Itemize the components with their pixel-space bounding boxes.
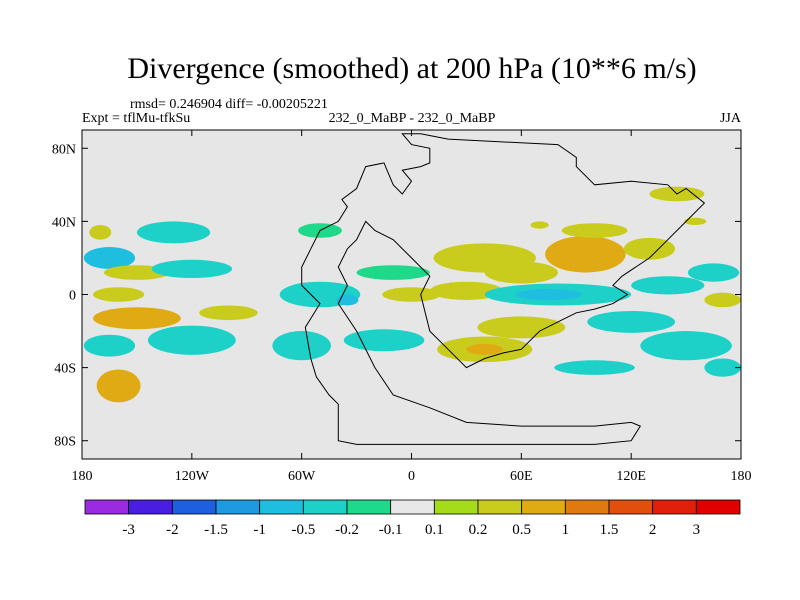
x-tick-label: 60E <box>510 469 533 484</box>
x-tick-label: 0 <box>408 469 415 484</box>
colorbar-label: 0.5 <box>512 522 531 538</box>
divergence-region <box>356 265 430 280</box>
y-tick-label: 80S <box>54 435 76 450</box>
colorbar-swatch <box>652 499 697 515</box>
y-axis: 80N 40N 0 40S 80S <box>52 142 741 450</box>
land-outline <box>301 133 706 445</box>
divergence-region <box>530 221 549 229</box>
divergence-region <box>89 225 112 240</box>
divergence-region <box>561 223 628 238</box>
divergence-region <box>631 276 705 295</box>
divergence-region <box>554 360 635 375</box>
colorbar-swatch <box>608 499 654 515</box>
divergence-region <box>147 325 236 355</box>
colorbar-swatch <box>346 499 392 515</box>
colorbar-label: -0.5 <box>291 522 315 538</box>
colorbar-swatch <box>390 499 435 515</box>
y-tick-label: 80N <box>52 142 76 157</box>
divergence-region <box>343 329 425 352</box>
divergence-region <box>704 358 741 377</box>
divergence-region <box>83 334 136 357</box>
divergence-region <box>704 292 741 308</box>
colorbar-swatch <box>477 499 523 515</box>
divergence-region <box>684 217 707 226</box>
experiment-label: Expt = tflMu-tfkSu <box>82 111 190 126</box>
divergence-region <box>477 316 566 339</box>
divergence-region <box>623 237 676 260</box>
colorbar-label: 1.5 <box>600 522 619 538</box>
divergence-region <box>199 305 258 321</box>
colorbar-label: -1.5 <box>204 522 228 538</box>
coastline <box>301 133 706 445</box>
divergence-region <box>382 287 441 302</box>
stats-label: rmsd= 0.246904 diff= -0.00205221 <box>130 97 328 112</box>
divergence-region <box>83 246 136 269</box>
divergence-region <box>151 259 233 279</box>
divergence-region <box>429 281 504 300</box>
divergence-region <box>96 369 141 403</box>
colorbar-label: -3 <box>122 522 135 538</box>
x-tick-label: 120W <box>175 469 210 484</box>
colorbar-swatch <box>433 499 479 515</box>
divergence-region <box>545 236 626 273</box>
y-tick-label: 40S <box>54 362 76 377</box>
colorbar-label: 3 <box>693 522 701 538</box>
colorbar-label: 0.2 <box>469 522 488 538</box>
colorbar-label: 2 <box>649 522 657 538</box>
x-tick-label: 60W <box>288 469 316 484</box>
divergence-region <box>466 343 504 355</box>
divergence-region <box>640 331 732 361</box>
colorbar-label: -1 <box>253 522 266 538</box>
season-label: JJA <box>720 111 742 126</box>
center-label: 232_0_MaBP - 232_0_MaBP <box>329 111 496 126</box>
colorbar-label: 1 <box>562 522 570 538</box>
x-tick-label: 180 <box>72 469 93 484</box>
divergence-region <box>515 289 582 300</box>
x-axis: 180 120W 60W 0 60E 120E 180 <box>72 130 752 484</box>
colorbar-swatch <box>259 499 304 515</box>
colorbar-swatch <box>302 499 348 515</box>
colorbar-label: -0.1 <box>379 522 403 538</box>
colorbar-label: -0.2 <box>335 522 359 538</box>
divergence-region <box>272 331 331 361</box>
x-tick-label: 180 <box>731 469 752 484</box>
colorbar-label: -2 <box>166 522 179 538</box>
divergence-region <box>92 307 181 330</box>
chart-title: Divergence (smoothed) at 200 hPa (10**6 … <box>127 52 696 85</box>
divergence-region <box>484 261 558 284</box>
colorbar-swatch <box>695 499 741 515</box>
y-tick-label: 0 <box>69 289 76 304</box>
colorbar-label: 0.1 <box>425 522 444 538</box>
divergence-region <box>687 263 740 282</box>
x-tick-label: 120E <box>616 469 646 484</box>
colorbar-swatch <box>521 499 566 515</box>
colorbar: -3 -2 -1.5 -1 -0.5 -0.2 -0.1 0.1 0.2 0.5 1 1.5 2 3 <box>84 499 741 538</box>
colorbar-swatch <box>171 499 217 515</box>
colorbar-swatch <box>84 499 130 515</box>
divergence-region <box>587 310 676 333</box>
colorbar-swatch <box>215 499 261 515</box>
y-tick-label: 40N <box>52 215 76 230</box>
colorbar-swatch <box>564 499 610 515</box>
divergence-region <box>92 287 145 302</box>
divergence-region <box>136 221 211 244</box>
colorbar-swatch <box>128 499 173 515</box>
